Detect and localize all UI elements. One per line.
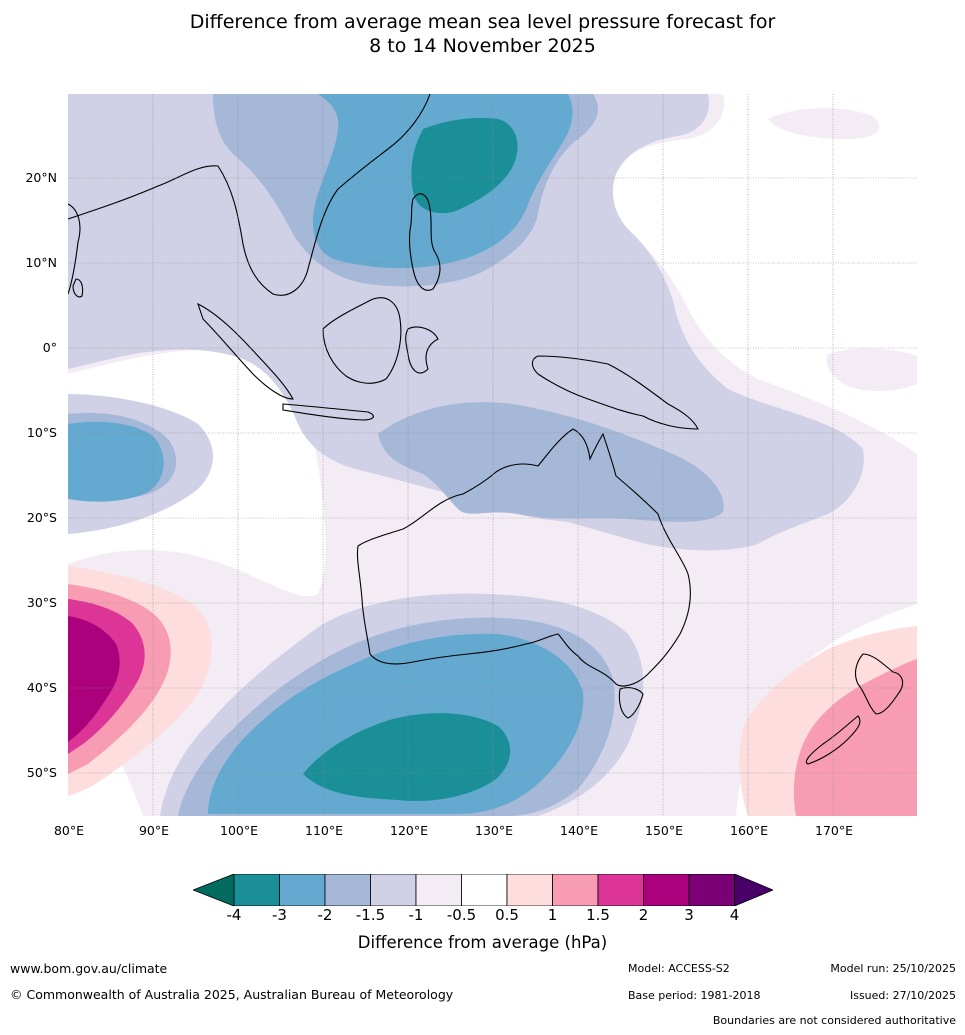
colorbar-swatch-5 [415,874,462,906]
colorbar-swatch-4 [370,874,417,906]
colorbar-label-minus-3: -3 [272,906,287,924]
model-run-label: Model run: 25/10/2025 [830,962,956,975]
colorbar-swatch-3 [324,874,371,906]
chart-title: Difference from average mean sea level p… [0,10,965,58]
lon-label-80e: 80°E [53,823,85,838]
title-line-1: Difference from average mean sea level p… [189,11,776,33]
borneo-outline [322,297,402,384]
colorbar-label-0-5: 0.5 [495,906,519,924]
lat-label-30s: 30°S [26,595,57,610]
colorbar-swatch-extend-high [734,874,773,906]
colorbar-swatch-1 [233,874,280,906]
colorbar-label-minus-4: -4 [226,906,242,924]
colorbar-swatch-7 [506,874,553,906]
colorbar-label-1: 1 [547,906,558,924]
colorbar-swatch-11 [688,874,735,906]
java-outline [282,403,374,421]
issued-label: Issued: 27/10/2025 [849,989,956,1002]
sumatra-outline [197,302,294,400]
philippines-outline [408,193,441,291]
new-guinea-outline [531,355,699,430]
colorbar-label-3: 3 [684,906,694,924]
lat-label-20s: 20°S [26,510,57,525]
colorbar-label-minus-1-5: -1.5 [355,906,386,924]
tasmania-outline [618,687,644,719]
title-line-2: 8 to 14 November 2025 [369,35,596,57]
colorbar-swatch-6 [461,874,508,906]
base-period-label: Base period: 1981-2018 [628,989,761,1002]
lon-label-130e: 130°E [474,823,514,838]
model-label: Model: ACCESS-S2 [628,962,730,975]
lat-label-0: 0° [42,340,57,355]
colorbar-title: Difference from average (hPa) [357,933,608,952]
colorbar-swatch-10 [643,874,690,906]
lat-label-40s: 40°S [26,680,57,695]
lon-label-150e: 150°E [644,823,684,838]
lon-label-170e: 170°E [814,823,854,838]
sri-lanka-outline [72,278,84,298]
colorbar-swatch-2 [279,874,326,906]
boundaries-disclaimer: Boundaries are not considered authoritat… [712,1014,956,1027]
colorbar-label-2: 2 [638,906,649,924]
lat-label-10n: 10°N [25,255,57,270]
lat-label-20n: 20°N [25,170,57,185]
website-link[interactable]: www.bom.gov.au/climate [10,961,168,976]
band-minus-3 [303,117,518,802]
colorbar [193,874,773,906]
new-zealand-north-outline [854,653,904,715]
colorbar-swatch-9 [597,874,644,906]
lat-label-10s: 10°S [26,425,57,440]
colorbar-label-minus-0-5: -0.5 [446,906,477,924]
graticule [68,94,917,816]
colorbar-swatch-extend-low [193,874,235,906]
lon-label-140e: 140°E [559,823,599,838]
colorbar-label-1-5: 1.5 [586,906,610,924]
india-outline [68,203,81,295]
lon-label-160e: 160°E [729,823,769,838]
pressure-anomaly-map[interactable] [68,94,917,816]
lon-label-110e: 110°E [304,823,344,838]
copyright-text: © Commonwealth of Australia 2025, Austra… [10,987,454,1002]
lon-label-90e: 90°E [138,823,170,838]
lon-label-100e: 100°E [219,823,259,838]
colorbar-label-4: 4 [729,906,740,924]
colorbar-label-minus-1: -1 [408,906,424,924]
australia-outline [356,428,691,687]
lon-label-120e: 120°E [389,823,429,838]
new-zealand-south-outline [805,715,861,765]
coastlines [68,94,904,765]
band-plus-2 [68,616,120,742]
sulawesi-outline [405,326,439,374]
colorbar-swatch-8 [552,874,599,906]
asia-coast-outline [68,94,431,296]
lat-label-50s: 50°S [26,765,57,780]
colorbar-label-minus-2: -2 [317,906,333,924]
